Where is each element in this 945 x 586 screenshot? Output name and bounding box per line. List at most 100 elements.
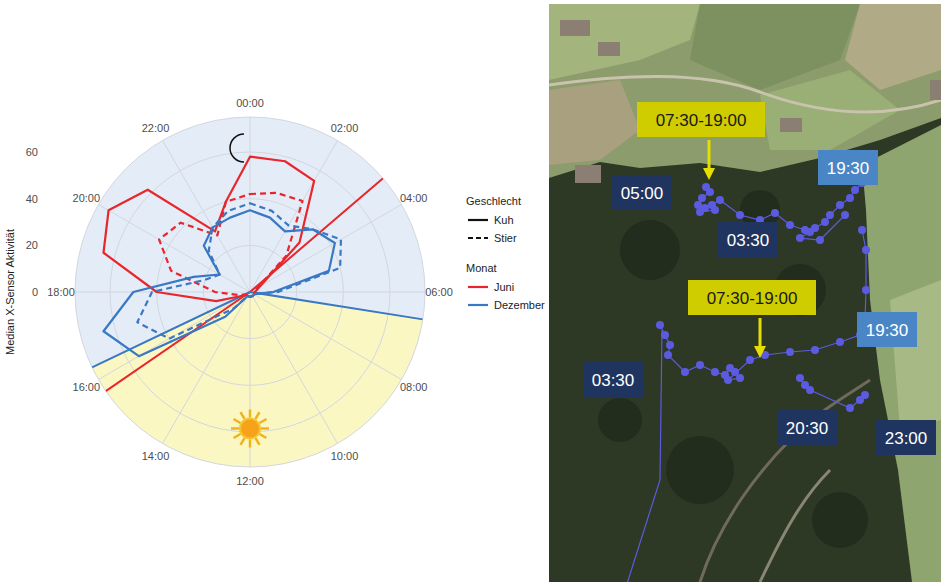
track-point: [696, 208, 704, 216]
track-point: [716, 196, 724, 204]
map-label: 05:00: [621, 184, 664, 203]
track-point: [862, 246, 870, 254]
map-label: 19:30: [827, 159, 870, 178]
map-label: 23:00: [885, 429, 928, 448]
map-label-box: [612, 175, 672, 210]
legend-key: [468, 237, 488, 239]
track-point: [698, 194, 706, 202]
map-arrow-head: [754, 346, 766, 358]
track-point: [696, 361, 704, 369]
series-line: [137, 203, 341, 338]
track-point: [816, 236, 824, 244]
forest: [549, 4, 941, 582]
night-background: [75, 117, 425, 467]
track-point: [861, 391, 869, 399]
forest-patch: [812, 492, 868, 548]
x-tick-label: 10:00: [331, 450, 359, 462]
track-point: [694, 201, 702, 209]
legend-key: [468, 304, 488, 306]
map-label-box: [718, 222, 778, 257]
legend-label: Dezember: [494, 299, 545, 311]
track-point: [826, 211, 834, 219]
track-point: [862, 286, 870, 294]
track-point: [711, 206, 719, 214]
building: [598, 42, 620, 56]
track-point: [806, 228, 814, 236]
map-arrow: [708, 140, 711, 170]
track-point: [706, 188, 714, 196]
legend-title: Geschlecht: [466, 195, 521, 207]
track-point: [666, 341, 674, 349]
x-tick-label: 04:00: [400, 192, 428, 204]
sun-ray: [261, 427, 269, 430]
x-tick-label: 22:00: [142, 122, 170, 134]
track-point: [811, 346, 819, 354]
sun-ray: [234, 419, 241, 423]
map-label-box: [583, 362, 643, 397]
track-point: [711, 368, 719, 376]
sun-ray: [260, 434, 267, 438]
legend-label: Kuh: [494, 214, 514, 226]
x-tick-label: 08:00: [400, 381, 428, 393]
fields-right: [862, 125, 941, 582]
building: [780, 118, 802, 132]
track-point: [656, 321, 664, 329]
track-point: [746, 356, 754, 364]
legend-label: Stier: [494, 232, 517, 244]
legend-title: Monat: [466, 262, 497, 274]
sun-ray: [256, 438, 260, 445]
track-point: [836, 201, 844, 209]
track-point: [846, 194, 854, 202]
grid-spoke: [163, 292, 251, 444]
sun-ray: [249, 410, 252, 418]
map-label-box: [818, 150, 878, 185]
track-point: [786, 221, 794, 229]
x-tick-label: 20:00: [73, 192, 101, 204]
map-label: 20:30: [786, 419, 829, 438]
map-label: 19:30: [866, 321, 909, 340]
map-label: 07:30-19:00: [707, 289, 798, 308]
field: [549, 80, 640, 165]
grid-spoke: [250, 292, 251, 467]
track-line: [800, 378, 865, 408]
sun-ray: [256, 412, 260, 419]
sun-ray: [234, 434, 241, 438]
sun-ray: [249, 440, 252, 448]
sun-ray: [260, 419, 267, 423]
track-point: [846, 404, 854, 412]
sun-icon: [231, 410, 269, 448]
y-tick-label: 20: [26, 239, 38, 251]
building: [930, 80, 941, 100]
map-arrow-head: [703, 168, 715, 180]
grid-ring-outer: [75, 117, 425, 467]
track-point: [661, 331, 669, 339]
map-label-box: [688, 280, 816, 315]
track-point: [724, 376, 732, 384]
x-tick-label: 02:00: [331, 122, 359, 134]
forest-patch: [666, 436, 734, 504]
legend-label: Juni: [494, 281, 514, 293]
sun-disc: [240, 419, 260, 439]
y-axis-title: Median X-Sensor Aktivität: [4, 229, 16, 355]
x-tick-label: 18:00: [47, 286, 75, 298]
track-point: [836, 338, 844, 346]
x-tick-label: 16:00: [73, 381, 101, 393]
map-label-box: [637, 102, 765, 137]
moon-shape: [230, 134, 244, 162]
day-sector: [92, 292, 423, 467]
forest-patch: [598, 398, 642, 442]
grid-spoke: [250, 205, 402, 293]
sun-ray: [241, 438, 245, 445]
field: [845, 4, 941, 90]
track-point: [796, 234, 804, 242]
legend-key: [468, 286, 488, 288]
track-point: [851, 186, 859, 194]
map-label-box: [857, 312, 917, 347]
track-point: [736, 211, 744, 219]
track-point: [736, 374, 744, 382]
track-point: [796, 374, 804, 382]
track-point: [786, 348, 794, 356]
track-point: [858, 226, 866, 234]
y-tick-label: 60: [26, 146, 38, 158]
x-tick-label: 00:00: [236, 97, 264, 109]
